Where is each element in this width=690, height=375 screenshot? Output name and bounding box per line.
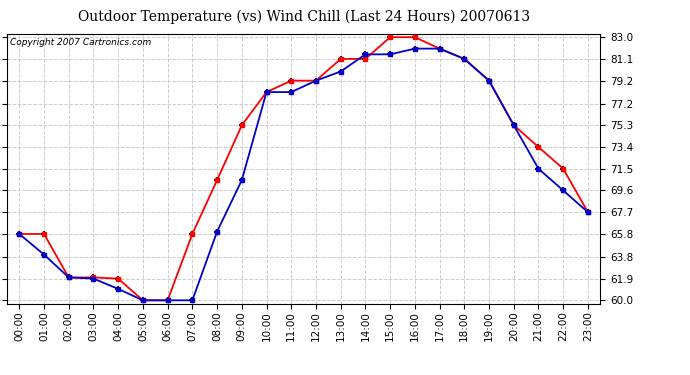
Text: Outdoor Temperature (vs) Wind Chill (Last 24 Hours) 20070613: Outdoor Temperature (vs) Wind Chill (Las… bbox=[77, 9, 530, 24]
Text: Copyright 2007 Cartronics.com: Copyright 2007 Cartronics.com bbox=[10, 38, 151, 47]
